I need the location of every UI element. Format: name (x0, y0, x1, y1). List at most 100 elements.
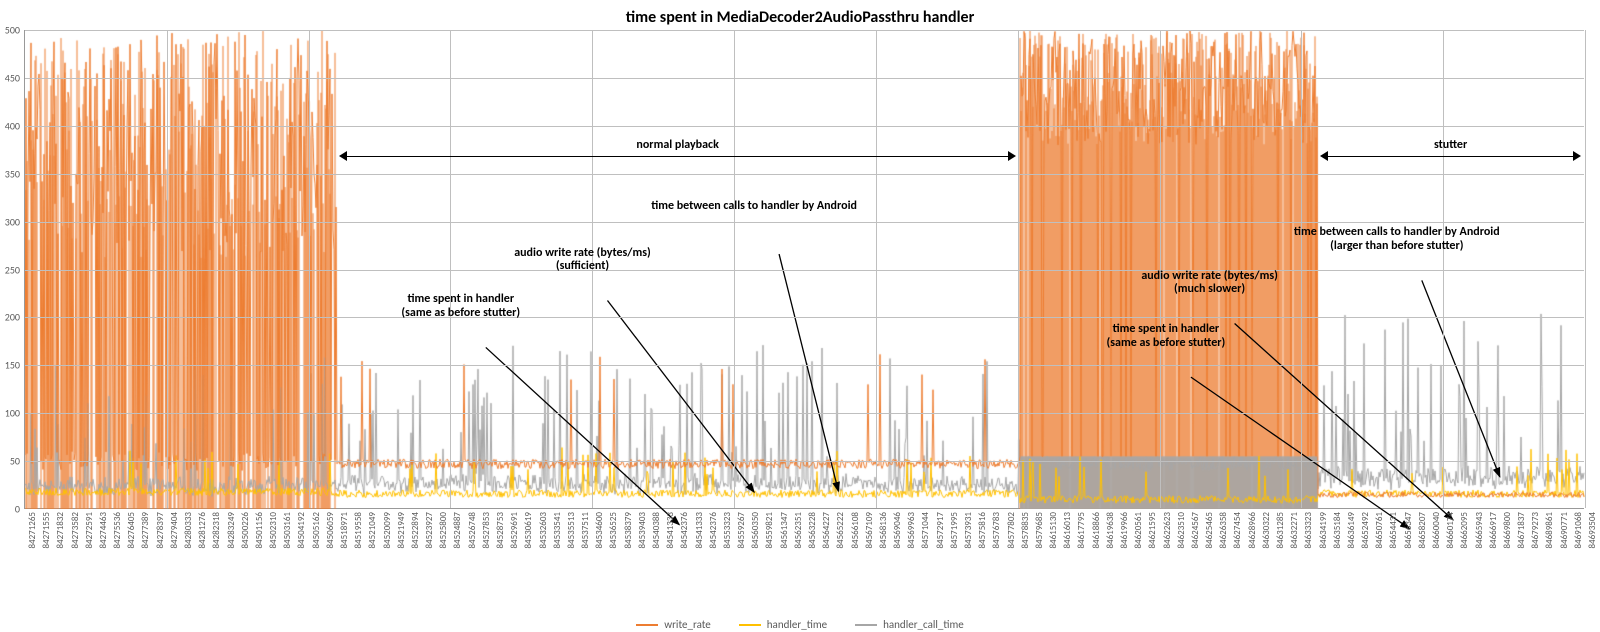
xtick-label: 84283249 (226, 512, 237, 549)
xtick-label: 84521049 (367, 512, 378, 549)
xtick-label: 84537511 (580, 512, 591, 549)
xtick-label: 84631285 (1275, 512, 1286, 549)
xtick-label: 84620561 (1133, 512, 1144, 549)
xtick-label: 84565222 (835, 512, 846, 549)
xtick-label: 84579685 (1034, 512, 1045, 549)
xtick-label: 84564227 (821, 512, 832, 549)
xtick-label: 84665943 (1474, 512, 1485, 549)
annotation-label: time spent in handler(same as before stu… (1036, 323, 1296, 351)
legend-item: write_rate (636, 618, 711, 631)
xtick-label: 84654431 (1388, 512, 1399, 549)
xtick-label: 84502310 (268, 512, 279, 549)
legend-label: handler_call_time (883, 618, 964, 631)
gridline-h (25, 365, 1584, 366)
xtick-label: 84666917 (1488, 512, 1499, 549)
xtick-label: 84577802 (1006, 512, 1017, 549)
gridline-v (1018, 30, 1019, 508)
plot-area (24, 30, 1584, 509)
ytick-label: 0 (0, 503, 20, 516)
xtick-label: 84622623 (1162, 512, 1173, 549)
xtick-label: 84571995 (949, 512, 960, 549)
xtick-label: 84627454 (1232, 512, 1243, 549)
gridline-h (25, 222, 1584, 223)
xtick-label: 84632271 (1289, 512, 1300, 549)
xtick-label: 84671837 (1516, 512, 1527, 549)
ytick-label: 300 (0, 215, 20, 228)
xtick-label: 84656347 (1403, 512, 1414, 549)
xtick-label: 84541333 (694, 512, 705, 549)
xtick-label: 84279404 (169, 512, 180, 549)
xtick-label: 84500226 (240, 512, 251, 549)
xtick-label: 84273582 (70, 512, 81, 549)
xtick-label: 84563228 (807, 512, 818, 549)
xtick-label: 84529691 (509, 512, 520, 549)
xtick-label: 84503161 (282, 512, 293, 549)
xtick-label: 84532603 (538, 512, 549, 549)
xtick-label: 84578835 (1020, 512, 1031, 549)
xtick-label: 84571044 (920, 512, 931, 549)
ytick-label: 400 (0, 119, 20, 132)
xtick-label: 84669800 (1502, 512, 1513, 549)
annotation-arrow (1191, 377, 1409, 528)
xtick-label: 84276405 (126, 512, 137, 549)
annotation-arrow (1235, 324, 1453, 520)
annotation-label: time spent in handler(same as before stu… (331, 293, 591, 321)
annotation-arrow (779, 254, 838, 491)
xtick-label: 84615130 (1048, 512, 1059, 549)
gridline-h (25, 270, 1584, 271)
ytick-label: 50 (0, 455, 20, 468)
xtick-label: 84567109 (864, 512, 875, 549)
xtick-label: 84520099 (382, 512, 393, 549)
xtick-label: 84501156 (254, 512, 265, 549)
gridline-h (25, 30, 1584, 31)
xtick-label: 84630322 (1261, 512, 1272, 549)
xtick-label: 84559267 (736, 512, 747, 549)
chart-container: time spent in MediaDecoder2AudioPassthru… (0, 0, 1600, 632)
gridline-v (876, 30, 877, 508)
legend-item: handler_time (739, 618, 827, 631)
xtick-label: 84523927 (424, 512, 435, 549)
xtick-label: 84625465 (1204, 512, 1215, 549)
legend: write_rate handler_time handler_call_time (0, 618, 1600, 631)
xtick-label: 84277389 (140, 512, 151, 549)
xtick-label: 84521949 (396, 512, 407, 549)
legend-swatch (855, 624, 877, 626)
xtick-label: 84282318 (211, 512, 222, 549)
xtick-label: 84634199 (1318, 512, 1329, 549)
xtick-label: 84569046 (892, 512, 903, 549)
gridline-h (25, 126, 1584, 127)
xtick-label: 84542376 (708, 512, 719, 549)
annotation-label: audio write rate (bytes/ms)(sufficient) (452, 247, 712, 275)
range-arrow-cap-left (339, 151, 347, 161)
xtick-label: 84566108 (850, 512, 861, 549)
xtick-label: 84504192 (296, 512, 307, 549)
annotation-arrow (607, 301, 754, 493)
xtick-label: 84619966 (1119, 512, 1130, 549)
gridline-v (450, 30, 451, 508)
ytick-label: 150 (0, 359, 20, 372)
gridline-h (25, 461, 1584, 462)
ytick-label: 450 (0, 71, 20, 84)
annotation-label: time between calls to handler by Android… (1267, 226, 1527, 254)
xtick-label: 84271265 (27, 512, 38, 549)
xtick-label: 84572917 (935, 512, 946, 549)
xtick-label: 84541333 (665, 512, 676, 549)
xtick-label: 84527853 (481, 512, 492, 549)
xtick-label: 84542376 (679, 512, 690, 549)
annotation-arrow (1422, 280, 1500, 476)
range-arrow-cap-right (1573, 151, 1581, 161)
ytick-label: 500 (0, 24, 20, 37)
legend-swatch (636, 624, 658, 626)
xtick-label: 84560350 (750, 512, 761, 549)
range-arrow-cap-right (1008, 151, 1016, 161)
legend-label: handler_time (767, 618, 827, 631)
xtick-label: 84562351 (793, 512, 804, 549)
legend-swatch (739, 624, 761, 626)
xtick-label: 84528753 (495, 512, 506, 549)
xtick-label: 84617795 (1076, 512, 1087, 549)
xtick-label: 84271832 (55, 512, 66, 549)
xtick-label: 84624567 (1190, 512, 1201, 549)
xtick-label: 84691068 (1573, 512, 1584, 549)
xtick-label: 84534600 (594, 512, 605, 549)
legend-label: write_rate (664, 618, 711, 631)
